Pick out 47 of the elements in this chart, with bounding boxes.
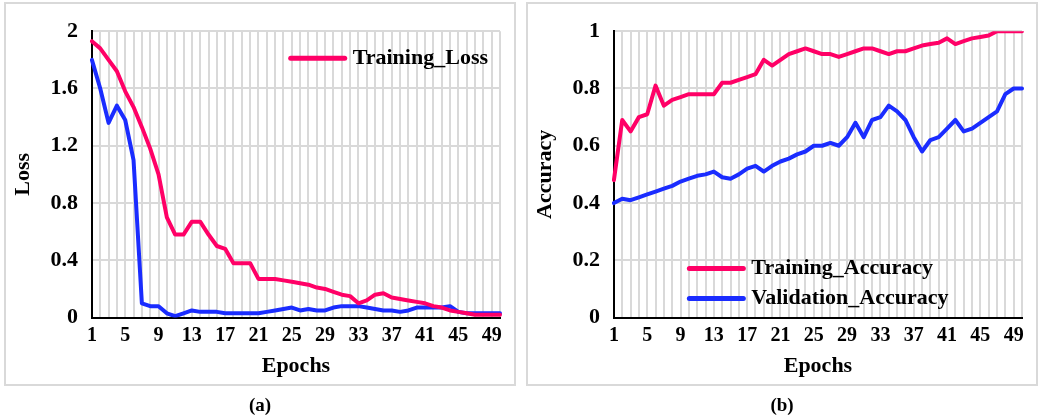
y-tick-label: 1	[588, 16, 600, 42]
x-tick-label: 45	[448, 322, 469, 345]
y-tick-label: 0	[588, 303, 600, 329]
y-tick-label: 0.8	[572, 74, 600, 100]
y-tick-label: 0.8	[50, 188, 78, 214]
x-axis-title: Epochs	[783, 352, 853, 378]
x-tick-label: 17	[215, 322, 236, 345]
x-tick-label: 5	[642, 322, 653, 345]
x-tick-label: 21	[770, 322, 791, 345]
x-tick-label: 21	[248, 322, 269, 345]
x-tick-label: 1	[608, 322, 619, 345]
x-tick-label: 29	[837, 322, 858, 345]
legend-label: Validation_Accuracy	[751, 284, 949, 310]
x-axis-title: Epochs	[261, 352, 331, 378]
x-tick-label: 13	[703, 322, 724, 345]
y-tick-label: 0.4	[50, 246, 78, 272]
x-tick-label: 37	[381, 322, 402, 345]
x-tick-label: 17	[737, 322, 758, 345]
x-tick-label: 45	[970, 322, 991, 345]
y-tick-label: 0.6	[572, 131, 600, 157]
text: (b)	[769, 394, 795, 416]
x-tick-label: 37	[903, 322, 924, 345]
x-tick-label: 29	[315, 322, 336, 345]
x-tick-label: 49	[1003, 322, 1024, 345]
x-tick-label: 5	[120, 322, 131, 345]
legend-label: Training_Loss	[352, 43, 489, 69]
x-tick-label: 9	[675, 322, 686, 345]
x-tick-label: 9	[153, 322, 164, 345]
x-tick-label: 41	[415, 322, 436, 345]
y-axis-title: Accuracy	[530, 129, 556, 219]
x-tick-label: 49	[481, 322, 502, 345]
x-tick-label: 13	[181, 322, 202, 345]
x-tick-label: 33	[348, 322, 369, 345]
x-tick-label: 25	[803, 322, 824, 345]
x-tick-label: 25	[281, 322, 302, 345]
legend-label: Training_Accuracy	[751, 254, 934, 280]
y-tick-label: 0.4	[572, 188, 600, 214]
y-tick-label: 0.2	[572, 246, 600, 272]
y-tick-label: 1.6	[50, 74, 78, 100]
y-tick-label: 0	[66, 303, 78, 329]
x-tick-label: 33	[870, 322, 891, 345]
y-axis-title: Loss	[8, 152, 34, 196]
y-tick-label: 2	[66, 16, 78, 42]
y-tick-label: 1.2	[50, 131, 78, 157]
x-tick-label: 41	[937, 322, 958, 345]
x-tick-label: 1	[86, 322, 97, 345]
text: (a)	[247, 394, 273, 416]
